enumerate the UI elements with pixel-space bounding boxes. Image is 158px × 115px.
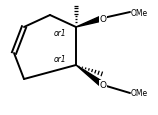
Polygon shape	[76, 16, 104, 28]
Polygon shape	[76, 65, 105, 87]
Text: O: O	[100, 81, 106, 90]
Text: OMe: OMe	[131, 89, 148, 98]
Text: or1: or1	[54, 29, 66, 38]
Text: or1: or1	[54, 55, 66, 64]
Text: O: O	[100, 14, 106, 23]
Text: OMe: OMe	[131, 8, 148, 17]
